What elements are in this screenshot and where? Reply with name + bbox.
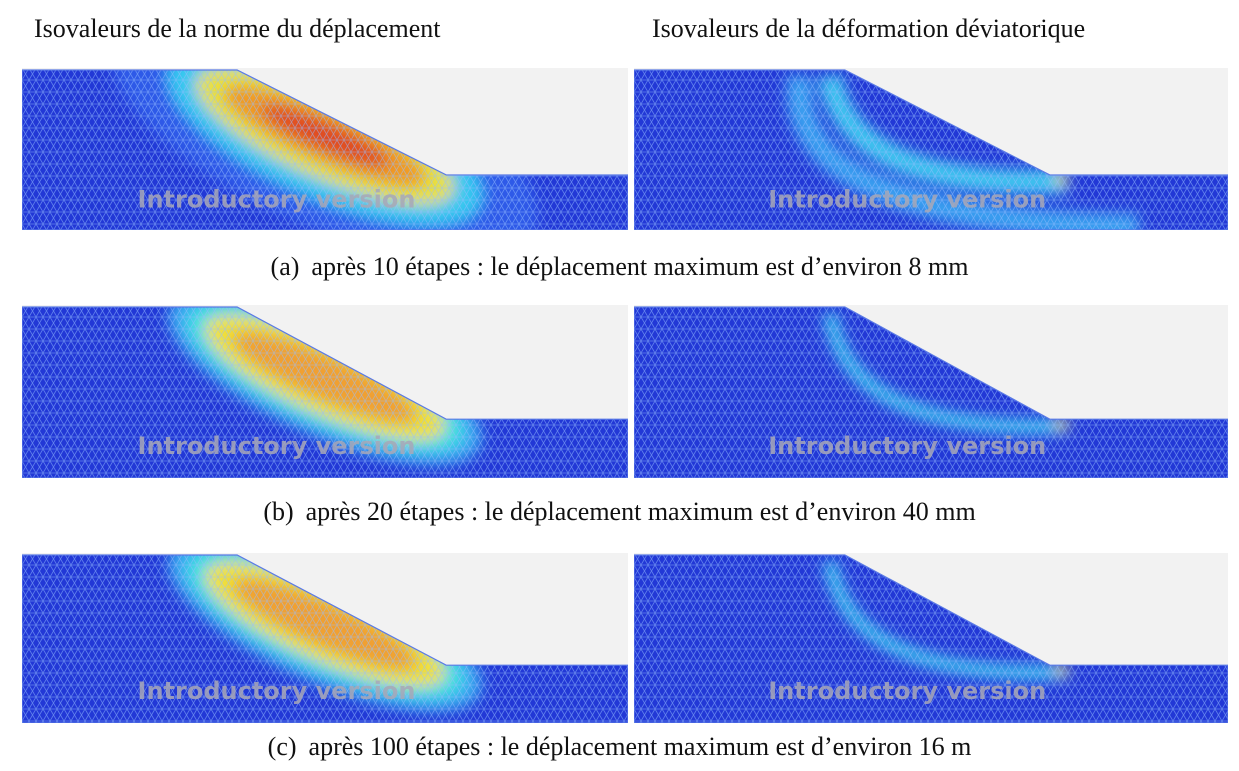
caption-label: (c) — [267, 732, 297, 761]
simulation-panel: Introductory version — [22, 305, 628, 478]
simulation-panel: Introductory version — [634, 305, 1228, 478]
caption: (a) après 10 étapes : le déplacement maxi… — [0, 252, 1239, 282]
caption-label: (b) — [263, 497, 294, 526]
simulation-panel: Introductory version — [22, 68, 628, 230]
outline — [634, 554, 1228, 723]
column-header: Isovaleurs de la norme du déplacement — [34, 14, 441, 43]
outline — [634, 69, 1228, 230]
watermark: Introductory version — [768, 432, 1046, 460]
simulation-panel: Introductory version — [22, 553, 628, 723]
simulation-panel: Introductory version — [634, 553, 1228, 723]
caption-text: après 20 étapes : le déplacement maximum… — [305, 497, 976, 526]
watermark: Introductory version — [138, 185, 416, 213]
outline — [634, 306, 1228, 478]
watermark: Introductory version — [768, 185, 1046, 213]
outline — [22, 306, 628, 478]
outline — [22, 69, 628, 230]
caption-text: après 100 étapes : le déplacement maximu… — [308, 732, 972, 761]
simulation-panel: Introductory version — [634, 68, 1228, 230]
caption: (c) après 100 étapes : le déplacement max… — [0, 732, 1239, 762]
caption-text: après 10 étapes : le déplacement maximum… — [311, 252, 969, 281]
caption-label: (a) — [270, 252, 300, 281]
watermark: Introductory version — [138, 677, 416, 705]
watermark: Introductory version — [768, 677, 1046, 705]
watermark: Introductory version — [138, 432, 416, 460]
outline — [22, 554, 628, 723]
column-header: Isovaleurs de la déformation déviatoriqu… — [652, 14, 1086, 43]
caption: (b) après 20 étapes : le déplacement maxi… — [0, 497, 1239, 527]
